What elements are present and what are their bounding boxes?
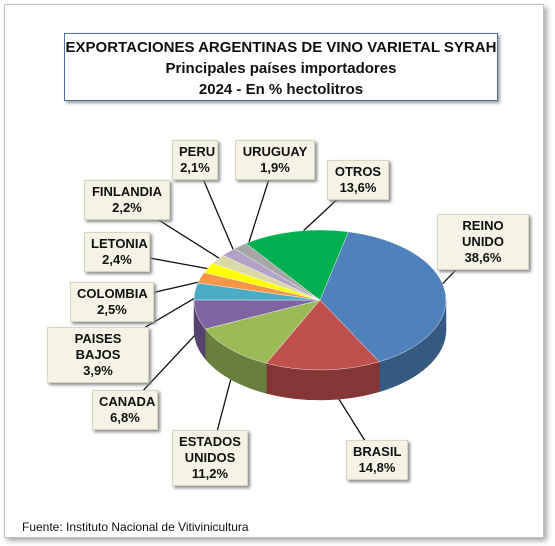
chart-subtitle: Principales países importadores [165,60,397,77]
category-label: BRASIL [353,444,402,459]
data-label: URUGUAY 1,9% [235,140,315,180]
value-label: 2,4% [102,252,132,267]
value-label: 3,9% [83,363,113,378]
category-label: LETONIA [91,236,148,251]
value-label: 2,2% [112,200,142,215]
source-note: Fuente: Instituto Nacional de Vitivinicu… [22,520,249,534]
value-label: 11,2% [191,466,229,481]
value-label: 13,6% [339,180,377,195]
value-label: 38,6% [464,250,502,265]
data-label: LETONIA 2,4% [84,232,150,272]
value-label: 2,1% [180,160,210,175]
data-label: FINLANDIA 2,2% [84,180,170,220]
data-label: COLOMBIA 2,5% [70,282,154,322]
value-label: 2,5% [97,302,127,317]
category-label: OTROS [334,164,382,179]
value-label: 14,8% [358,460,396,475]
chart-title: EXPORTACIONES ARGENTINAS DE VINO VARIETA… [65,39,497,56]
slice [319,231,447,363]
category-label: REINO UNIDO [462,218,504,249]
data-label: BRASIL 14,8% [346,440,408,480]
category-label: URUGUAY [242,144,308,159]
data-label: REINO UNIDO 38,6% [437,214,529,270]
slice [265,299,380,371]
category-label: CANADA [99,394,156,409]
category-label: COLOMBIA [77,286,148,301]
value-label: 6,8% [110,410,140,425]
slice [245,229,349,301]
data-label: PAISES BAJOS 3,9% [47,327,149,383]
value-label: 1,9% [260,160,290,175]
category-label: ESTADOS UNIDOS [179,434,241,465]
chart-subtitle-2: 2024 - En % hectolitros [198,81,364,98]
slice [204,299,321,364]
data-label: OTROS 13,6% [327,160,389,200]
data-label: PERU 2,1% [172,140,218,180]
category-label: FINLANDIA [91,184,163,199]
data-label: ESTADOS UNIDOS 11,2% [172,430,248,486]
data-label: CANADA 6,8% [92,390,158,430]
category-label: PERU [179,144,216,159]
category-label: PAISES BAJOS [74,331,122,362]
title-box: EXPORTACIONES ARGENTINAS DE VINO VARIETA… [64,33,498,101]
